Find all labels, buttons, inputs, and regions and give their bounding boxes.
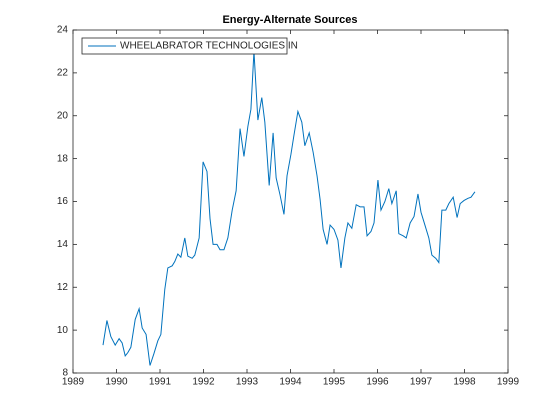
legend-label: WHEELABRATOR TECHNOLOGIES IN bbox=[120, 41, 298, 52]
x-tick-label: 1997 bbox=[410, 377, 433, 388]
y-tick-label: 24 bbox=[57, 25, 69, 36]
y-tick-label: 12 bbox=[57, 282, 69, 293]
y-tick-label: 8 bbox=[62, 368, 68, 379]
x-tick-label: 1996 bbox=[366, 377, 389, 388]
legend-box bbox=[81, 37, 288, 55]
y-tick-label: 10 bbox=[57, 325, 69, 336]
y-tick-label: 18 bbox=[57, 153, 69, 164]
x-tick-label: 1999 bbox=[497, 377, 520, 388]
x-tick-label: 1989 bbox=[62, 377, 85, 388]
x-tick-label: 1994 bbox=[279, 377, 302, 388]
chart-title: Energy-Alternate Sources bbox=[222, 14, 357, 26]
y-tick-label: 16 bbox=[57, 196, 69, 207]
y-tick-label: 22 bbox=[57, 68, 69, 79]
x-tick-label: 1995 bbox=[323, 377, 346, 388]
x-tick-label: 1992 bbox=[192, 377, 215, 388]
x-tick-label: 1991 bbox=[149, 377, 172, 388]
x-tick-label: 1998 bbox=[453, 377, 476, 388]
y-tick-label: 14 bbox=[57, 239, 69, 250]
x-tick-label: 1993 bbox=[236, 377, 259, 388]
data-line bbox=[102, 51, 476, 366]
x-tick-label: 1990 bbox=[105, 377, 128, 388]
y-tick-label: 20 bbox=[57, 110, 69, 121]
